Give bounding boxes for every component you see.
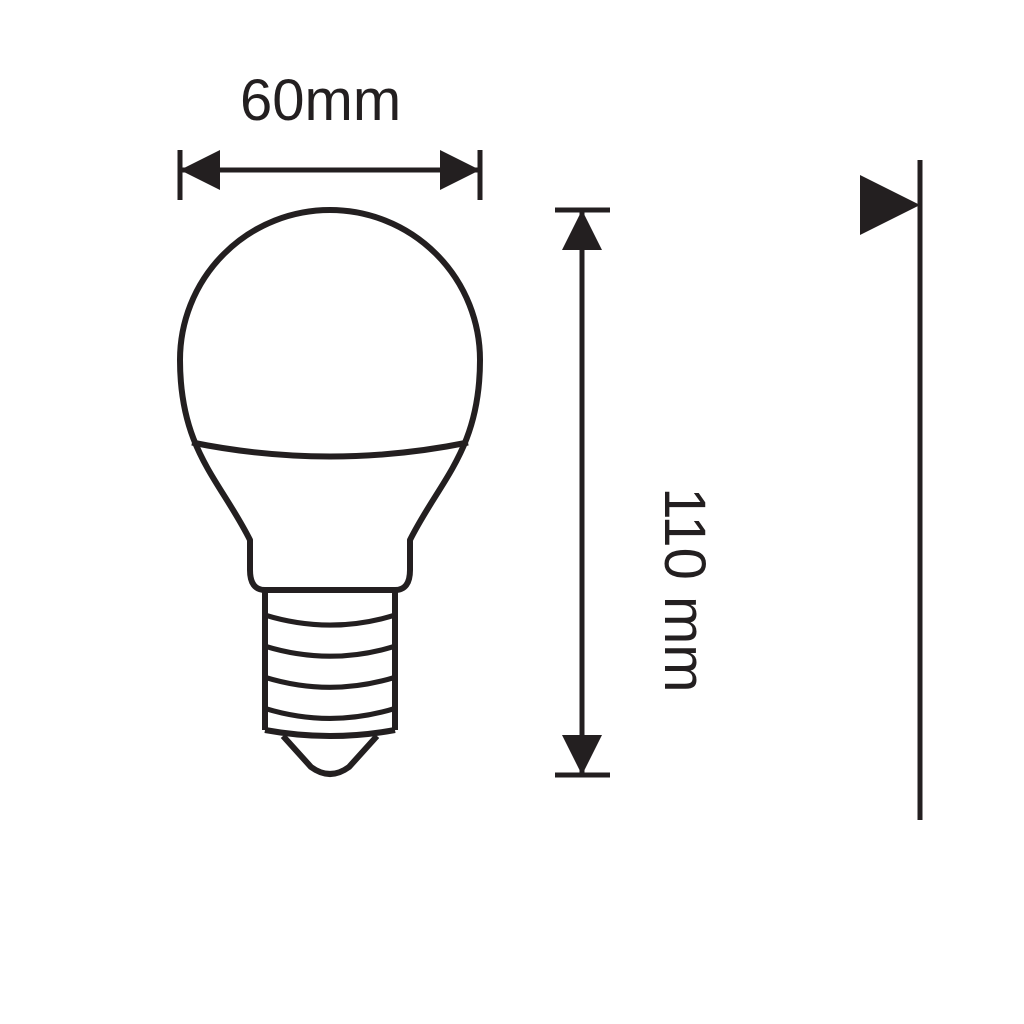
height-dimension: 110 mm xyxy=(555,210,717,775)
bulb-dimension-diagram: 60mm 110 mm xyxy=(0,0,1024,1024)
light-bulb-outline xyxy=(180,210,480,774)
play-arrow-icon xyxy=(860,175,920,235)
height-label: 110 mm xyxy=(652,487,717,692)
width-dimension: 60mm xyxy=(180,68,480,200)
side-reference-marker xyxy=(860,160,920,820)
width-label: 60mm xyxy=(240,68,401,133)
